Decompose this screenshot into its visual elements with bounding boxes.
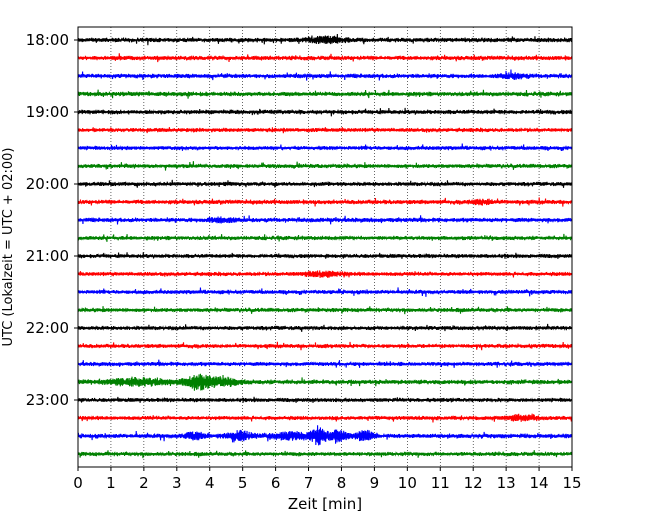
seismic-trace (77, 53, 573, 63)
seismic-trace (77, 161, 573, 171)
x-tick-label: 3 (172, 474, 182, 492)
seismic-trace (77, 252, 573, 259)
seismic-trace (77, 33, 573, 46)
seismic-trace (77, 373, 573, 391)
x-tick-label: 10 (398, 474, 417, 492)
seismic-trace (77, 179, 573, 188)
y-tick-label: 18:00 (26, 31, 69, 49)
x-tick-label: 6 (271, 474, 281, 492)
seismic-trace (77, 425, 573, 446)
seismic-trace (77, 215, 573, 225)
x-tick-label: 9 (370, 474, 380, 492)
traces (77, 33, 573, 459)
seismic-trace (77, 359, 573, 368)
seismic-trace (77, 306, 573, 315)
seismic-trace (77, 127, 573, 134)
seismic-trace (77, 323, 573, 332)
x-tick-label: 1 (106, 474, 116, 492)
x-tick-label: 5 (238, 474, 248, 492)
seismic-trace (77, 233, 573, 242)
seismic-trace (77, 197, 573, 207)
y-axis-label: UTC (Lokalzeit = UTC + 02:00) (1, 148, 16, 347)
x-tick-label: 0 (73, 474, 83, 492)
x-axis-label: Zeit [min] (288, 495, 362, 513)
y-axis: 18:00 19:00 20:00 21:00 22:00 23:00 (26, 31, 78, 409)
plot-frame (77, 26, 573, 468)
seismic-trace (77, 143, 573, 152)
x-tick-label: 11 (431, 474, 450, 492)
seismic-trace (77, 89, 573, 99)
x-axis: 0 1 2 3 4 5 6 7 8 9 10 11 12 13 14 15 (73, 467, 582, 492)
x-tick-label: 2 (139, 474, 149, 492)
seismic-trace (77, 69, 573, 81)
plot-area (78, 27, 572, 467)
x-tick-label: 7 (304, 474, 314, 492)
x-tick-label: 4 (205, 474, 215, 492)
seismic-trace (77, 396, 573, 403)
x-tick-label: 15 (562, 474, 581, 492)
seismic-trace (77, 287, 573, 297)
y-tick-label: 23:00 (26, 391, 69, 409)
x-tick-label: 8 (337, 474, 347, 492)
x-tick-label: 14 (530, 474, 549, 492)
grid (110, 27, 540, 467)
y-tick-label: 19:00 (26, 103, 69, 121)
x-tick-label: 13 (497, 474, 516, 492)
x-tick-label: 12 (464, 474, 483, 492)
y-tick-label: 22:00 (26, 319, 69, 337)
seismic-trace (77, 450, 573, 459)
y-tick-label: 20:00 (26, 175, 69, 193)
seismic-trace (77, 107, 573, 117)
y-tick-label: 21:00 (26, 247, 69, 265)
seismic-trace (77, 413, 573, 423)
seismic-trace (77, 341, 573, 351)
seismic-trace (77, 270, 573, 278)
